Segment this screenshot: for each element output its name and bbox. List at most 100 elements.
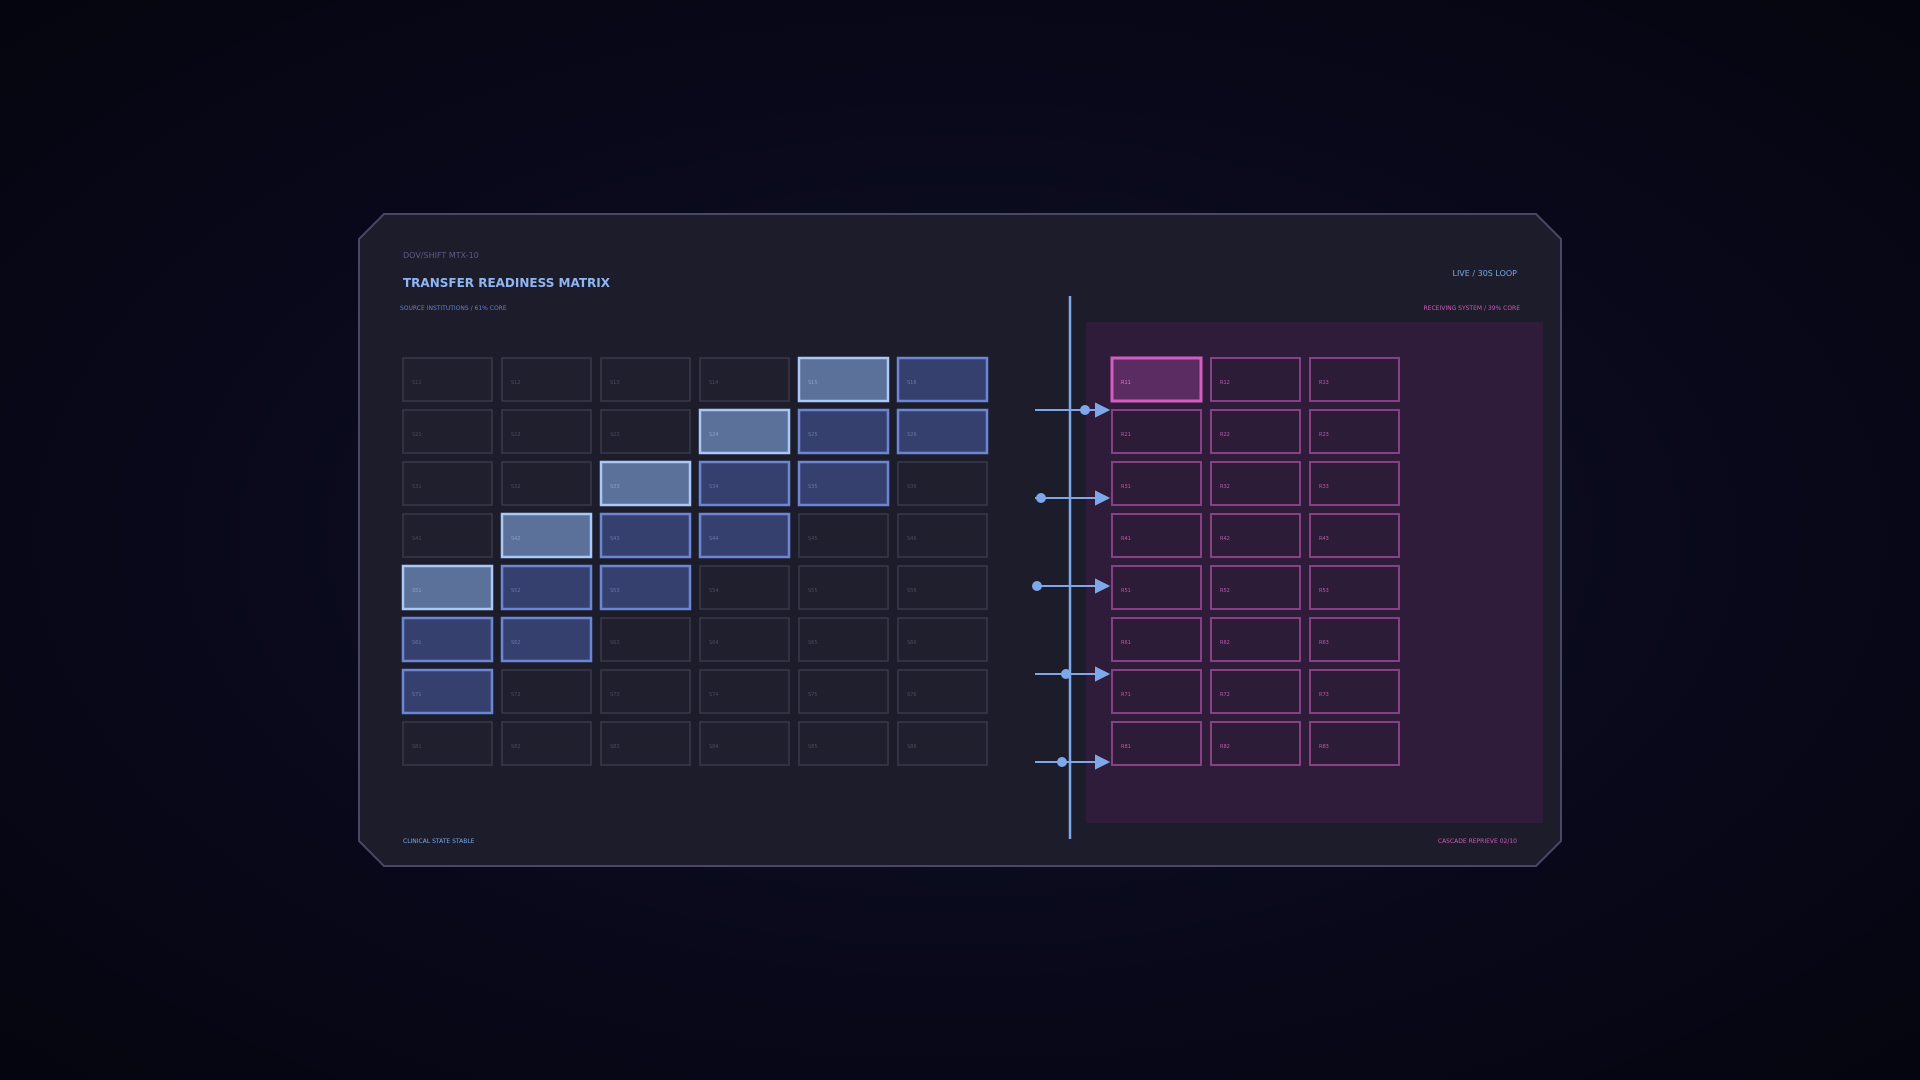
source-cell (600, 669, 691, 714)
source-cell (501, 461, 592, 506)
source-cell-label: S44 (709, 536, 719, 542)
receiver-cell-label: R32 (1220, 484, 1230, 490)
source-cell (600, 617, 691, 662)
receiver-cell (1309, 461, 1400, 506)
source-cell-label: S22 (511, 432, 521, 438)
receiver-cell (1210, 721, 1301, 766)
source-cell-label: S81 (412, 744, 422, 750)
source-cell (698, 460, 791, 507)
source-cell (797, 460, 890, 507)
source-cell (600, 357, 691, 402)
source-cell (501, 357, 592, 402)
source-cell-label: S21 (412, 432, 422, 438)
source-cell-label: S24 (709, 432, 719, 438)
receiver-cell (1111, 461, 1202, 506)
source-caption: SOURCE INSTITUTIONS / 61% CORE (400, 305, 507, 312)
source-cell (798, 513, 889, 558)
source-cell-label: S13 (610, 380, 620, 386)
receiver-cell-label: R42 (1220, 536, 1230, 542)
receiver-cell (1210, 617, 1301, 662)
source-cell (402, 409, 493, 454)
receiver-cell-label: R41 (1121, 536, 1131, 542)
source-cell (599, 460, 692, 507)
source-cell-label: S23 (610, 432, 620, 438)
source-cell (599, 564, 692, 611)
source-cell-label: S75 (808, 692, 818, 698)
source-cell-label: S35 (808, 484, 818, 490)
source-cell (500, 512, 593, 559)
receiver-cell (1111, 669, 1202, 714)
source-cell (501, 409, 592, 454)
source-cell-label: S53 (610, 588, 620, 594)
source-cell-label: S46 (907, 536, 917, 542)
source-cell-label: S31 (412, 484, 422, 490)
receiver-cell-label: R13 (1319, 380, 1329, 386)
source-cell-label: S32 (511, 484, 521, 490)
receiver-cell-label: R82 (1220, 744, 1230, 750)
footer-left: CLINICAL STATE STABLE (403, 838, 475, 845)
source-cell (797, 408, 890, 455)
source-cell-label: S82 (511, 744, 521, 750)
source-cell-label: S85 (808, 744, 818, 750)
receiver-cell (1309, 409, 1400, 454)
source-cell-label: S36 (907, 484, 917, 490)
source-cell (798, 617, 889, 662)
status: LIVE / 30S LOOP (1452, 269, 1517, 278)
source-cell (699, 565, 790, 610)
receiver-cell (1111, 565, 1202, 610)
source-cell (897, 617, 988, 662)
source-cell-label: S51 (412, 588, 422, 594)
source-cell-label: S55 (808, 588, 818, 594)
source-cell-label: S74 (709, 692, 719, 698)
receiver-cell (1309, 513, 1400, 558)
source-cell (600, 721, 691, 766)
receiver-cell-label: R73 (1319, 692, 1329, 698)
source-cell (798, 565, 889, 610)
footer-right: CASCADE REPRIEVE 02/10 (1438, 838, 1517, 845)
receiver-cell-label: R63 (1319, 640, 1329, 646)
source-cell (896, 356, 989, 403)
source-cell-label: S63 (610, 640, 620, 646)
arrows (1032, 402, 1111, 770)
source-cell-label: S41 (412, 536, 422, 542)
source-cell-label: S33 (610, 484, 620, 490)
source-cell (501, 669, 592, 714)
source-cell-label: S83 (610, 744, 620, 750)
code: DOV/SHIFT MTX-10 (403, 251, 479, 260)
receiver-cell-label: R21 (1121, 432, 1131, 438)
source-cell (401, 616, 494, 663)
source-cell (402, 513, 493, 558)
source-cell-label: S73 (610, 692, 620, 698)
source-cell (599, 512, 692, 559)
source-cell-label: S65 (808, 640, 818, 646)
receiver-cell-label: R31 (1121, 484, 1131, 490)
source-cell-label: S71 (412, 692, 422, 698)
source-cell-label: S12 (511, 380, 521, 386)
source-cell-label: S34 (709, 484, 719, 490)
source-cell-label: S15 (808, 380, 818, 386)
source-cell (600, 409, 691, 454)
source-cell-label: S26 (907, 432, 917, 438)
source-cell (797, 356, 890, 403)
source-cell (897, 461, 988, 506)
receiver-cell-label: R83 (1319, 744, 1329, 750)
receiver-cell-label: R71 (1121, 692, 1131, 698)
receiver-cell (1110, 356, 1203, 403)
receiver-cell (1210, 513, 1301, 558)
receiver-cell (1210, 461, 1301, 506)
receiver-cell-label: R61 (1121, 640, 1131, 646)
title: TRANSFER READINESS MATRIX (403, 276, 611, 290)
source-cell (501, 721, 592, 766)
source-cell-label: S62 (511, 640, 521, 646)
source-cell (897, 721, 988, 766)
receiver-cell (1210, 357, 1301, 402)
receiver-cell (1309, 617, 1400, 662)
source-cell-label: S54 (709, 588, 719, 594)
source-cell (699, 721, 790, 766)
source-cell-label: S25 (808, 432, 818, 438)
source-cell-label: S43 (610, 536, 620, 542)
receiver-cell (1210, 669, 1301, 714)
source-cell (401, 668, 494, 715)
source-cell-label: S16 (907, 380, 917, 386)
